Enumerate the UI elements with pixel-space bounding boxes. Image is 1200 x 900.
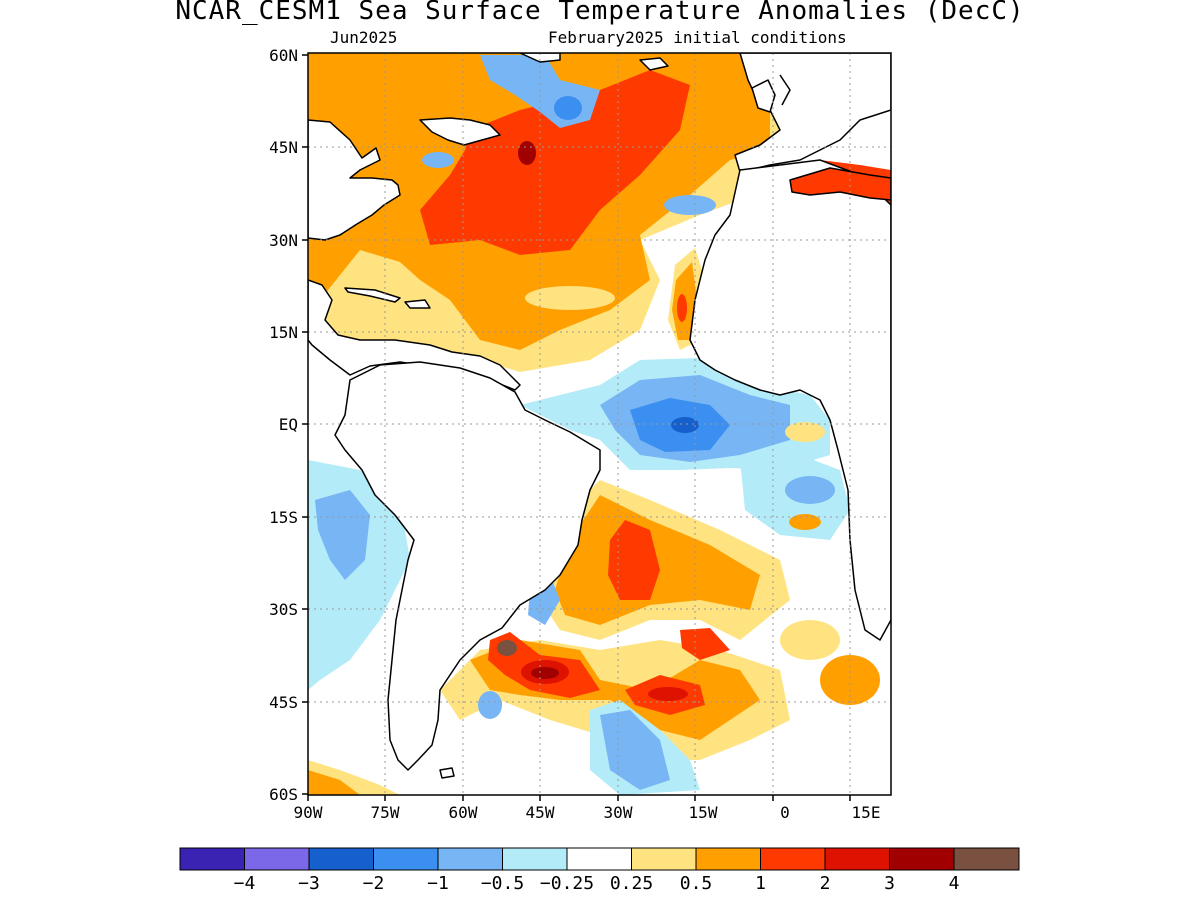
graticule <box>308 53 891 795</box>
canada-atlantic-land <box>419 117 501 146</box>
lat-label: 45S <box>269 693 298 712</box>
anomaly-north-atlantic-red <box>420 70 690 255</box>
iceland-land <box>639 57 669 71</box>
colorbar-swatch <box>244 847 310 871</box>
falklands-land <box>439 767 455 779</box>
colorbar-label: 3 <box>884 873 895 894</box>
colorbar-label: 0.5 <box>680 873 713 894</box>
anomaly-azores-cool <box>664 195 716 215</box>
lat-label: EQ <box>279 415 298 434</box>
colorbar-swatch <box>179 847 245 871</box>
anomaly-north-pale-band <box>525 286 615 310</box>
lon-label: 75W <box>371 803 400 822</box>
lat-labels: 60N 45N 30N 15N EQ 15S 30S 45S 60S <box>269 46 298 804</box>
lon-label: 15W <box>689 803 718 822</box>
anomaly-field <box>308 53 891 795</box>
anomaly-north-atlantic-core <box>518 141 536 165</box>
colorbar: −4 −3 −2 −1 −0.5 −0.25 0.25 0.5 1 2 3 4 <box>179 847 1020 894</box>
south-america-land <box>334 361 601 771</box>
lon-label: 15E <box>852 803 881 822</box>
anomaly-brazil-malvinas-core <box>531 667 559 679</box>
colorbar-label: −1 <box>427 873 449 894</box>
colorbar-swatch <box>953 847 1020 871</box>
anomaly-gabon-pale <box>785 422 825 442</box>
anomaly-southern-cool <box>600 710 670 790</box>
anomaly-southwest-light-blue <box>315 490 370 580</box>
colorbar-swatch <box>373 847 439 871</box>
initial-conditions-label: February2025 initial conditions <box>548 28 847 47</box>
british-isles-land <box>751 79 776 113</box>
anomaly-angola-warm <box>789 514 821 530</box>
colorbar-label: 1 <box>755 873 766 894</box>
colorbar-swatch <box>760 847 826 871</box>
lat-label: 60S <box>269 785 298 804</box>
anomaly-labrador-core <box>554 96 582 120</box>
lat-label: 45N <box>269 138 298 157</box>
lon-label: 30W <box>604 803 633 822</box>
map-title: NCAR_CESM1 Sea Surface Temperature Anoma… <box>175 0 1025 26</box>
anomaly-max-peak <box>497 640 517 656</box>
africa-land <box>689 159 891 641</box>
lon-labels: 90W 75W 60W 45W 30W 15W 0 15E <box>294 803 881 822</box>
lat-label: 30N <box>269 231 298 250</box>
anomaly-south-central-red-2 <box>680 628 730 660</box>
colorbar-label: 0.25 <box>610 873 653 894</box>
colorbar-swatch <box>695 847 761 871</box>
anomaly-gulf-maine-cool <box>422 152 454 168</box>
lon-label: 60W <box>449 803 478 822</box>
colorbar-swatch <box>824 847 890 871</box>
lon-label: 45W <box>526 803 555 822</box>
colorbar-swatch <box>502 847 568 871</box>
greenland-tip-land <box>519 53 561 63</box>
colorbar-label: −0.5 <box>481 873 524 894</box>
cuba-land <box>344 287 401 303</box>
lon-label: 90W <box>294 803 323 822</box>
anomaly-south-central-core <box>648 687 688 701</box>
coastlines <box>308 53 891 779</box>
anomaly-cape-pale <box>780 620 840 660</box>
colorbar-swatch <box>437 847 503 871</box>
mexico-central-america-land <box>308 279 521 391</box>
colorbar-swatch <box>631 847 697 871</box>
lat-label: 60N <box>269 46 298 65</box>
colorbar-label: −0.25 <box>540 873 594 894</box>
colorbar-swatch <box>566 847 632 871</box>
colorbar-swatch <box>889 847 955 871</box>
lat-label: 15S <box>269 508 298 527</box>
lat-label: 15N <box>269 323 298 342</box>
colorbar-label: −3 <box>298 873 320 894</box>
lat-label: 30S <box>269 600 298 619</box>
anomaly-canary-core <box>677 294 687 322</box>
mediterranean-sea <box>789 167 891 201</box>
tick-marks <box>302 54 851 801</box>
anomaly-tropical-core <box>671 417 699 433</box>
anomaly-argentina-cool <box>478 691 502 719</box>
forecast-month: Jun2025 <box>330 28 398 47</box>
north-america-land <box>308 119 401 241</box>
great-britain-coast <box>779 74 791 106</box>
anomaly-drake-orange <box>308 770 360 795</box>
anomaly-cape-warm <box>820 655 880 705</box>
colorbar-label: 4 <box>949 873 960 894</box>
colorbar-swatch <box>308 847 374 871</box>
anomaly-east-tropical-blue <box>785 476 835 504</box>
anomaly-south-atlantic-red <box>608 520 660 600</box>
hispaniola-land <box>404 299 431 309</box>
lon-label: 0 <box>780 803 790 822</box>
colorbar-label: −4 <box>234 873 256 894</box>
colorbar-label: 2 <box>820 873 831 894</box>
colorbar-label: −2 <box>363 873 385 894</box>
